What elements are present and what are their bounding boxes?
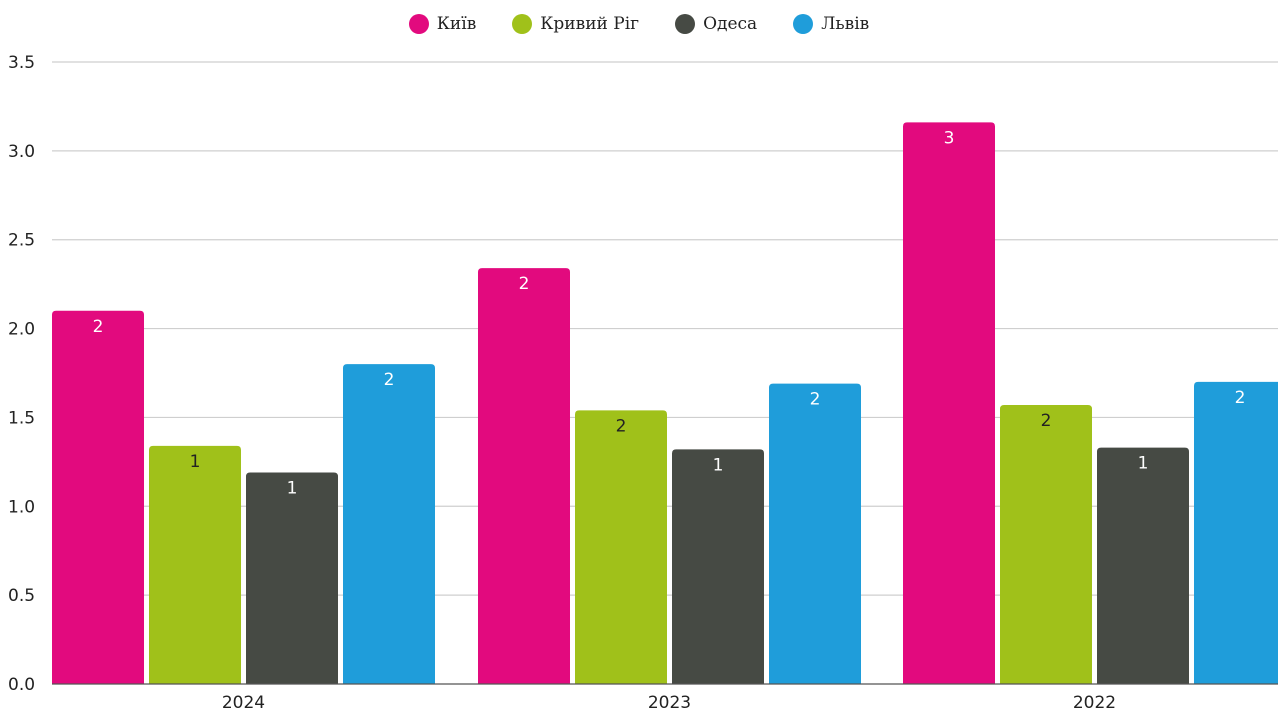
bar [1000, 404, 1092, 684]
bar [478, 268, 570, 684]
legend-swatch-kyiv [408, 14, 429, 34]
legend-swatch-odesa [675, 14, 696, 34]
y-tick-label: 1.0 [8, 497, 35, 517]
data-label: 2 [1041, 411, 1052, 431]
legend-item-lviv[interactable]: Львів [793, 14, 869, 34]
bar [52, 310, 144, 684]
y-tick-label: 0.0 [8, 675, 35, 695]
x-tick-label: 2022 [1073, 693, 1116, 711]
y-tick-label: 3.0 [8, 142, 35, 162]
y-tick-label: 2.0 [8, 320, 35, 340]
legend-label-odesa: Одеса [703, 14, 758, 34]
legend-swatch-kryvyi-rih [512, 14, 533, 34]
data-label: 1 [287, 479, 298, 499]
bar [1097, 447, 1189, 684]
legend-label-kyiv: Київ [436, 14, 477, 34]
data-label: 2 [616, 416, 627, 436]
data-label: 2 [1235, 388, 1246, 408]
bar [343, 364, 435, 684]
bar [149, 445, 241, 684]
bar [672, 449, 764, 684]
y-tick-label: 2.5 [8, 231, 35, 251]
y-tick-label: 0.5 [8, 586, 35, 606]
bar [903, 122, 995, 685]
x-tick-label: 2023 [648, 693, 691, 711]
y-tick-label: 1.5 [8, 408, 35, 428]
data-label: 3 [944, 128, 955, 148]
y-tick-label: 3.5 [8, 53, 35, 73]
bar [575, 410, 667, 684]
data-label: 1 [190, 452, 201, 472]
data-label: 2 [384, 370, 395, 390]
data-label: 1 [1138, 454, 1149, 474]
data-label: 2 [93, 317, 104, 337]
legend: Київ Кривий Ріг Одеса Львів [0, 14, 1278, 34]
bar [769, 383, 861, 684]
legend-item-odesa[interactable]: Одеса [675, 14, 757, 34]
legend-swatch-lviv [793, 14, 814, 34]
bar [246, 472, 338, 684]
legend-label-kryvyi-rih: Кривий Ріг [540, 14, 640, 34]
data-label: 2 [519, 274, 530, 294]
data-label: 1 [713, 455, 724, 475]
data-label: 2 [810, 390, 821, 410]
legend-label-lviv: Львів [821, 14, 870, 34]
legend-item-kyiv[interactable]: Київ [408, 14, 477, 34]
legend-item-kryvyi-rih[interactable]: Кривий Ріг [512, 14, 639, 34]
x-tick-label: 2024 [222, 693, 265, 711]
bar [1194, 381, 1278, 684]
